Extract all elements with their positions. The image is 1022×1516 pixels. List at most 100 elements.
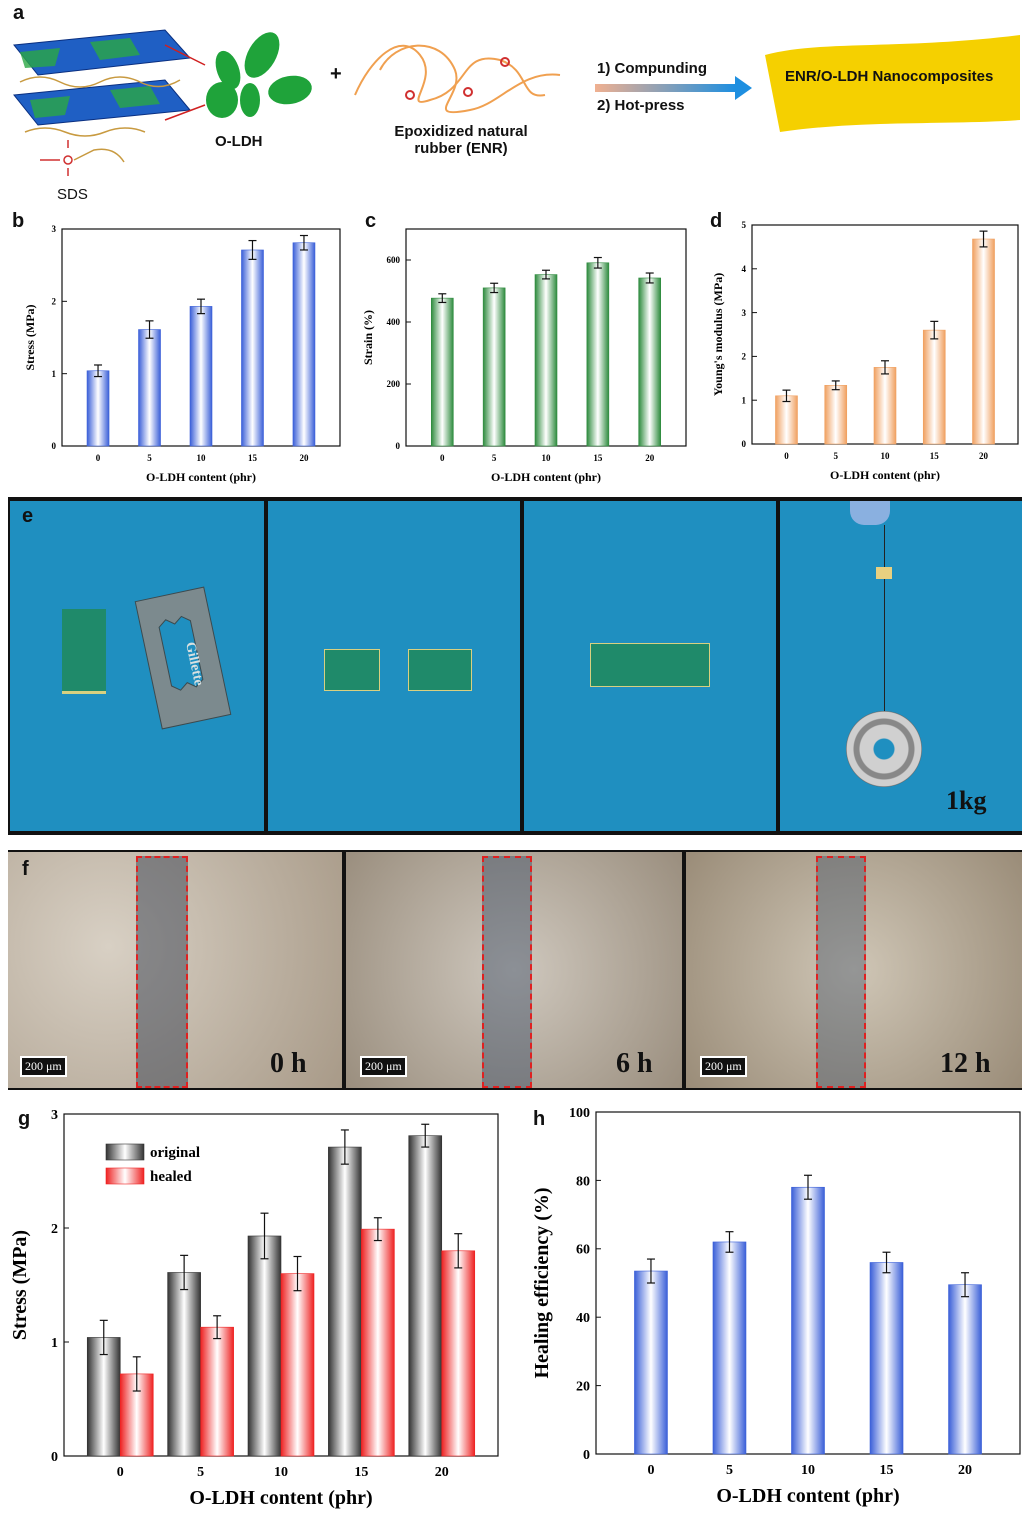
x-tick-label: 15 [930,451,940,461]
composite-strip [62,609,106,694]
legend-label: healed [150,1169,192,1185]
legend-label: original [150,1145,200,1161]
y-tick-label: 600 [387,255,401,265]
product-label: ENR/O-LDH Nanocomposites [785,68,994,85]
panel-letter-f: f [22,858,29,880]
x-axis-label: O-LDH content (phr) [830,468,940,482]
plus-sign: + [330,63,342,85]
micrograph-strip-f: 200 μm 0 h 200 μm 6 h 200 μm 12 h [8,850,1022,1090]
panel-letter-h: h [533,1108,546,1130]
bar [586,262,610,447]
photo-strip-e: Gillette 1kg [8,497,1022,835]
y-tick-label: 1 [742,395,747,405]
y-tick-label: 1 [51,1336,58,1351]
oldh-platelets-icon [206,32,312,118]
legend-swatch [105,1167,145,1185]
x-tick-label: 20 [979,451,989,461]
y-tick-label: 400 [387,317,401,327]
enr-label-line1: Epoxidized natural [394,123,528,140]
x-tick-label: 20 [958,1463,972,1478]
panel-letter-g: g [18,1108,31,1130]
bar [791,1186,825,1455]
bar [869,1262,904,1455]
y-tick-label: 200 [387,379,401,389]
x-tick-label: 5 [147,453,152,463]
bar [200,1326,234,1457]
x-tick-label: 10 [801,1463,815,1478]
micrograph-0h: 200 μm 0 h [8,852,342,1088]
bar [247,1235,282,1457]
bar [972,238,995,445]
x-tick-label: 5 [833,451,838,461]
y-tick-label: 2 [51,1222,58,1237]
bar [482,287,506,447]
panel-letter-a: a [13,2,25,24]
micrograph-12h: 200 μm 12 h [686,852,1022,1088]
y-tick-label: 1 [52,369,57,379]
bar [775,395,798,445]
x-tick-label: 20 [435,1465,449,1480]
time-6h: 6 h [616,1048,653,1079]
x-tick-label: 0 [96,453,101,463]
sds-molecule-icon [40,140,125,176]
process-arrow-icon [595,84,735,92]
x-tick-label: 10 [542,453,552,463]
bar [167,1272,201,1457]
y-tick-label: 4 [742,264,747,274]
photo-e-3 [524,501,776,831]
time-0h: 0 h [270,1048,307,1079]
y-tick-label: 0 [742,439,747,449]
y-tick-label: 2 [742,352,747,362]
y-tick-label: 0 [52,441,57,451]
bar [86,1337,121,1457]
x-tick-label: 20 [299,453,309,463]
x-axis-label: O-LDH content (phr) [189,1487,372,1509]
x-tick-label: 0 [647,1463,654,1478]
y-tick-label: 40 [576,1311,590,1326]
process-step-2: 2) Hot-press [597,97,685,114]
bar [712,1241,747,1455]
y-tick-label: 3 [51,1108,58,1123]
bar [824,385,848,445]
sds-label: SDS [57,186,88,203]
scale-bar: 200 μm [700,1056,747,1077]
y-tick-label: 0 [583,1448,590,1463]
x-tick-label: 5 [726,1463,733,1478]
product-ribbon-icon [765,35,1020,132]
bar [328,1146,362,1457]
chart-d-modulus: 0 1 2 3 4 5 0 5 10 15 20 O-LDH content (phr) Young's… [711,220,1019,482]
scheme-diagram [13,29,1020,176]
x-tick-label: 5 [492,453,497,463]
y-tick-label: 5 [742,220,747,230]
y-tick-label: 3 [742,308,747,318]
bar [922,329,946,445]
photo-e-1: Gillette [10,501,264,831]
y-tick-label: 60 [576,1243,590,1258]
healed-strip [590,643,710,687]
x-tick-label: 20 [645,453,655,463]
x-tick-label: 0 [440,453,445,463]
crack-region [816,856,866,1088]
x-tick-label: 15 [354,1465,368,1480]
weight-plate-icon [846,711,922,787]
time-12h: 12 h [940,1048,991,1079]
bar [408,1135,443,1457]
scale-bar: 200 μm [20,1056,67,1077]
oldh-label: O-LDH [215,133,263,150]
crack-region [482,856,532,1088]
panel-letter-c: c [365,210,377,232]
photo-e-2 [268,501,520,831]
chart-h-healing-efficiency: 0 20 40 60 80 100 0 5 10 15 20 O-LDH content (phr) H… [531,1106,1021,1507]
bar [292,242,316,447]
panel-letter-b: b [12,210,25,232]
bar [534,274,558,447]
cut-strip-right [408,649,472,691]
enr-label-line2: rubber (ENR) [414,140,508,157]
razor-blade-icon: Gillette [134,586,232,730]
bar [430,297,454,447]
bar [280,1273,315,1457]
glove [850,501,890,525]
bar [634,1270,668,1455]
ldh-structure-icon [13,29,192,137]
crack-region [136,856,188,1088]
